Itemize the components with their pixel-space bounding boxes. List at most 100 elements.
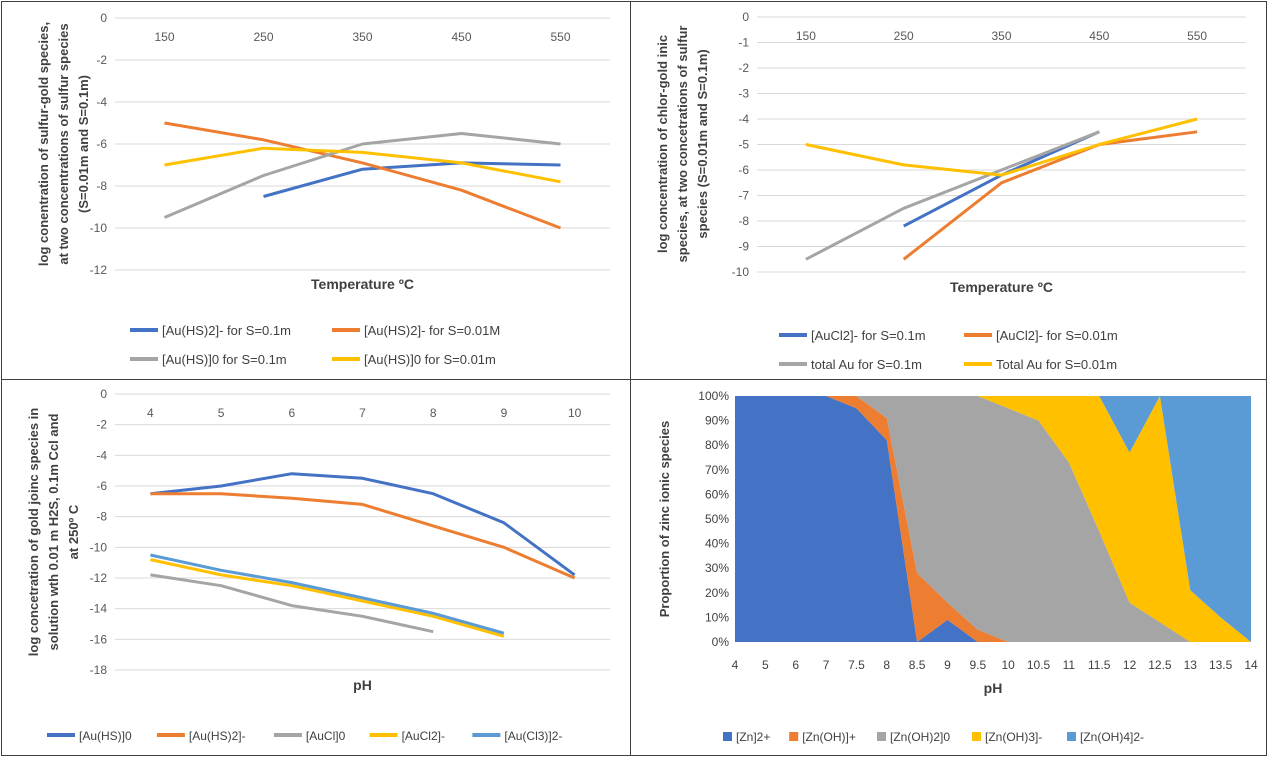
- y-axis-title-line: at 250º C: [66, 504, 81, 559]
- legend-label: [AuCl]0: [306, 729, 346, 743]
- x-tick-label: 8: [883, 658, 890, 672]
- y-tick-label: 20%: [705, 586, 729, 600]
- legend-swatch-zn-oh-3: [972, 732, 981, 741]
- legend-label: [Au(HS)]0: [79, 729, 132, 743]
- series-line-total-au-for-s-0-1m: [805, 130, 1100, 261]
- x-tick-label: 12.5: [1148, 658, 1172, 672]
- legend-label: Total Au for S=0.01m: [996, 357, 1117, 372]
- legend-label: total Au for S=0.1m: [811, 357, 922, 372]
- x-tick-label: 5: [218, 406, 225, 420]
- y-axis-title-line: log conentration of sulfur-gold species,: [36, 22, 51, 266]
- y-tick-label: -18: [90, 663, 108, 677]
- legend-label: [AuCl2]- for S=0.1m: [811, 328, 926, 343]
- y-axis-title-line: at two concentrations of sulfur species: [56, 23, 71, 264]
- x-tick-label: 150: [154, 30, 174, 44]
- legend-label: [Au(HS)]0 for S=0.01m: [364, 352, 496, 367]
- legend-label: [Zn(OH)]+: [802, 730, 856, 744]
- x-axis-title: Temperature ºC: [950, 279, 1053, 295]
- legend-label: [Au(Cl3)]2-: [504, 729, 562, 743]
- legend-swatch-zn-oh: [789, 732, 799, 741]
- x-tick-label: 9: [944, 658, 951, 672]
- x-tick-label: 10: [1001, 658, 1015, 672]
- x-tick-label: 550: [1187, 29, 1207, 43]
- y-tick-label: -8: [96, 179, 107, 193]
- x-tick-label: 10.5: [1027, 658, 1051, 672]
- x-tick-label: 250: [253, 30, 273, 44]
- y-tick-label: -2: [96, 53, 107, 67]
- y-tick-label: 0: [100, 387, 107, 401]
- y-tick-label: -12: [90, 263, 108, 277]
- series-line-au-hs-2-for-s-0-01m: [164, 121, 562, 230]
- y-tick-label: -5: [738, 138, 749, 152]
- legend-label: [Zn(OH)4]2-: [1080, 730, 1144, 744]
- x-tick-label: 9.5: [969, 658, 986, 672]
- x-tick-label: 150: [796, 29, 816, 43]
- chart-panel-chlor-gold: 0 -1 -2 -3 -4 -5 -6 -7 -8 -9 -10 150 250 350 450 550 Tem…: [630, 1, 1267, 380]
- y-tick-label: -7: [738, 189, 749, 203]
- area-zn-2: [735, 396, 1251, 642]
- legend-label: [AuCl2]-: [402, 729, 445, 743]
- legend-label: [Au(HS)2]- for S=0.1m: [162, 323, 291, 338]
- x-tick-label: 7.5: [848, 658, 865, 672]
- x-tick-label: 9: [501, 406, 508, 420]
- legend-swatch-zn-oh-4-2: [1067, 732, 1076, 741]
- y-tick-label: 0: [100, 11, 107, 25]
- x-tick-label: 6: [288, 406, 295, 420]
- y-tick-label: -8: [738, 214, 749, 228]
- x-tick-label: 12: [1123, 658, 1137, 672]
- x-tick-label: 450: [1089, 29, 1109, 43]
- chart-panel-gold-ph: 0 -2 -4 -6 -8 -10 -12 -14 -16 -18 4 5 6 7 8 9 10 pH log co…: [1, 379, 631, 756]
- series-line-aucl2-for-s-0-1m: [903, 130, 1100, 228]
- y-tick-label: 0: [742, 10, 749, 24]
- x-tick-label: 4: [732, 658, 739, 672]
- series-line-au-hs-0: [150, 472, 576, 577]
- y-tick-label: -6: [96, 137, 107, 151]
- series-line-aucl-0: [150, 573, 434, 634]
- y-tick-label: -2: [96, 418, 107, 432]
- series-line-au-hs-0-for-s-0-01m: [164, 146, 561, 184]
- y-tick-label: 80%: [705, 438, 729, 452]
- y-axis-title: Proportion of zinc ionic species: [657, 421, 672, 617]
- y-tick-label: -6: [96, 479, 107, 493]
- x-tick-label: 8: [430, 406, 437, 420]
- series-line-aucl2: [150, 558, 505, 638]
- y-tick-label: -2: [738, 61, 749, 75]
- series-line-total-au-for-s-0-01m: [805, 117, 1198, 177]
- legend-label: [Au(HS)2]- for S=0.01M: [364, 323, 500, 338]
- x-tick-label: 7: [823, 658, 830, 672]
- y-axis-title-line: (S=0.01m and S=0.1m): [76, 75, 91, 213]
- y-axis-title-line: solution wth 0.01 m H2S, 0.1m Ccl and: [46, 413, 61, 650]
- x-axis-title: pH: [353, 677, 372, 693]
- y-axis-title-line: log concetration of gold joinc species i…: [26, 408, 41, 657]
- legend-label: [Zn(OH)2]0: [890, 730, 950, 744]
- x-tick-label: 6: [792, 658, 799, 672]
- x-tick-label: 10: [568, 406, 582, 420]
- y-tick-label: 60%: [705, 487, 729, 501]
- series-line-au-hs-2-for-s-0-1m: [263, 161, 561, 198]
- y-tick-label: 100%: [698, 389, 729, 403]
- y-tick-label: -6: [738, 163, 749, 177]
- x-tick-label: 350: [991, 29, 1011, 43]
- x-tick-label: 13.5: [1209, 658, 1233, 672]
- x-tick-label: 350: [352, 30, 372, 44]
- chart-panel-zinc-ph: 0% 10% 20% 30% 40% 50% 60% 70% 80% 90% 100% 4 5 6 7 7.5…: [630, 379, 1267, 756]
- x-tick-label: 7: [359, 406, 366, 420]
- y-tick-label: 70%: [705, 463, 729, 477]
- y-tick-label: -12: [90, 571, 108, 585]
- legend-label: [AuCl2]- for S=0.01m: [996, 328, 1118, 343]
- y-tick-label: -14: [90, 602, 108, 616]
- series-line-aucl2-for-s-0-01m: [902, 130, 1198, 261]
- x-tick-label: 550: [550, 30, 570, 44]
- y-tick-label: 0%: [712, 635, 730, 649]
- y-axis-title-line: species, at two concetrations of sulfur: [675, 26, 690, 263]
- y-tick-label: -10: [732, 265, 750, 279]
- y-tick-label: -9: [738, 240, 749, 254]
- y-tick-label: -1: [738, 36, 749, 50]
- chart-sulfur-gold-species: 0 -2 -4 -6 -8 -10 -12 150 250 350 450 550 Temperatur…: [36, 11, 610, 367]
- x-tick-label: 11.5: [1088, 658, 1111, 672]
- x-axis-title: pH: [984, 680, 1003, 696]
- x-tick-label: 14: [1244, 658, 1258, 672]
- y-tick-label: 30%: [705, 561, 729, 575]
- y-axis-title-line: log concentration of chlor-gold inic: [655, 35, 670, 253]
- y-tick-label: 10%: [705, 610, 729, 624]
